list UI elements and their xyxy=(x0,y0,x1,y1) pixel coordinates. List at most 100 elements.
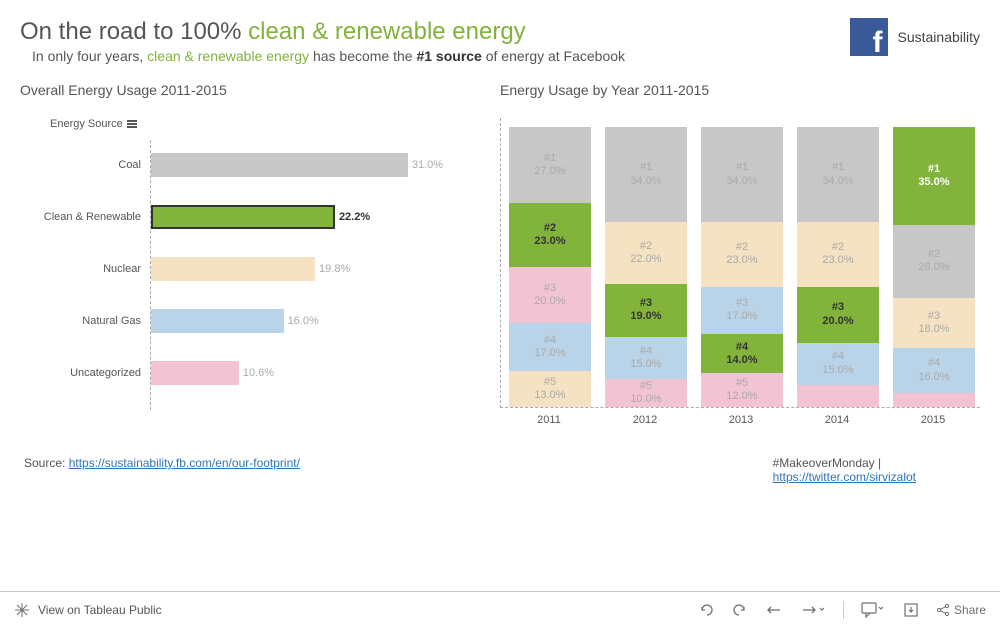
download-icon[interactable] xyxy=(902,601,920,619)
title-prefix: On the road to 100% xyxy=(20,18,248,45)
segment-rank: #4 xyxy=(832,350,844,363)
stacked-segment[interactable]: #320.0% xyxy=(509,267,591,323)
segment-value: 34.0% xyxy=(726,175,757,188)
subtitle-green: clean & renewable energy xyxy=(147,48,309,64)
segment-value: 35.0% xyxy=(918,176,949,189)
hbar-bar[interactable] xyxy=(151,257,315,281)
hbar-bar[interactable] xyxy=(151,205,335,229)
stacked-segment[interactable]: #226.0% xyxy=(893,225,975,298)
year-column[interactable]: #510.0%#415.0%#319.0%#222.0%#134.0% xyxy=(605,127,687,407)
source-text: Source: https://sustainability.fb.com/en… xyxy=(24,456,300,484)
stacked-segment[interactable]: #417.0% xyxy=(509,323,591,371)
hbar-row[interactable]: Uncategorized10.6% xyxy=(151,358,274,388)
undo-icon[interactable] xyxy=(697,601,715,619)
segment-rank: #2 xyxy=(832,241,844,254)
stacked-segment[interactable]: #223.0% xyxy=(797,222,879,286)
hbar-bar[interactable] xyxy=(151,361,239,385)
hbar-category-label: Natural Gas xyxy=(21,315,141,327)
hbar-bar[interactable] xyxy=(151,153,408,177)
stacked-segment[interactable] xyxy=(797,385,879,407)
segment-value: 23.0% xyxy=(822,254,853,267)
year-label: 2013 xyxy=(700,414,782,426)
toolbar-left[interactable]: View on Tableau Public xyxy=(14,602,162,618)
hbar-bar[interactable] xyxy=(151,309,284,333)
share-button[interactable]: Share xyxy=(936,601,986,619)
stacked-segment[interactable]: #134.0% xyxy=(701,127,783,222)
stacked-segment[interactable] xyxy=(893,393,975,407)
year-column[interactable]: #512.0%#414.0%#317.0%#223.0%#134.0% xyxy=(701,127,783,407)
stacked-segment[interactable]: #319.0% xyxy=(605,284,687,337)
brand-label: Sustainability xyxy=(898,29,981,45)
view-on-tableau-label: View on Tableau Public xyxy=(38,603,162,617)
year-column[interactable]: #415.0%#320.0%#223.0%#134.0% xyxy=(797,127,879,407)
stacked-segment[interactable]: #416.0% xyxy=(893,348,975,393)
year-column[interactable]: #513.0%#417.0%#320.0%#223.0%#127.0% xyxy=(509,127,591,407)
title-highlight: clean & renewable energy xyxy=(248,18,526,45)
segment-rank: #4 xyxy=(928,357,940,370)
segment-value: 27.0% xyxy=(534,165,565,178)
stacked-segment[interactable]: #415.0% xyxy=(605,337,687,379)
segment-value: 34.0% xyxy=(630,175,661,188)
stacked-segment[interactable]: #513.0% xyxy=(509,371,591,407)
hbar-category-label: Uncategorized xyxy=(21,367,141,379)
stacked-segment[interactable]: #127.0% xyxy=(509,127,591,203)
hbar-value-label: 22.2% xyxy=(339,211,370,223)
overall-usage-chart: Overall Energy Usage 2011-2015 Energy So… xyxy=(20,82,480,438)
hbar-value-label: 10.6% xyxy=(243,367,274,379)
hbar-category-label: Coal xyxy=(21,159,141,171)
stacked-segment[interactable]: #320.0% xyxy=(797,287,879,343)
year-column[interactable]: #416.0%#318.0%#226.0%#135.0% xyxy=(893,127,975,407)
year-label: 2012 xyxy=(604,414,686,426)
segment-rank: #5 xyxy=(640,380,652,393)
segment-rank: #3 xyxy=(544,282,556,295)
year-label: 2015 xyxy=(892,414,974,426)
footer: Source: https://sustainability.fb.com/en… xyxy=(20,456,980,484)
stacked-segment[interactable]: #135.0% xyxy=(893,127,975,225)
sort-icon[interactable] xyxy=(127,120,137,128)
segment-rank: #1 xyxy=(640,161,652,174)
stacked-segment[interactable]: #415.0% xyxy=(797,343,879,385)
toolbar-divider xyxy=(843,601,844,619)
hbar-row[interactable]: Natural Gas16.0% xyxy=(151,306,319,336)
stacked-segment[interactable]: #318.0% xyxy=(893,298,975,348)
segment-value: 34.0% xyxy=(822,175,853,188)
segment-rank: #3 xyxy=(736,297,748,310)
segment-rank: #4 xyxy=(544,334,556,347)
segment-value: 12.0% xyxy=(726,390,757,403)
segment-value: 23.0% xyxy=(534,235,565,248)
credit-link[interactable]: https://twitter.com/sirvizalot xyxy=(773,470,916,484)
stacked-segment[interactable]: #510.0% xyxy=(605,379,687,407)
stacked-segment[interactable]: #134.0% xyxy=(797,127,879,222)
segment-rank: #2 xyxy=(928,248,940,261)
hbar-row[interactable]: Coal31.0% xyxy=(151,150,443,180)
segment-rank: #1 xyxy=(544,152,556,165)
segment-value: 18.0% xyxy=(918,323,949,336)
stacked-segment[interactable]: #414.0% xyxy=(701,334,783,373)
chart-title-left: Overall Energy Usage 2011-2015 xyxy=(20,82,480,98)
page-title: On the road to 100% clean & renewable en… xyxy=(20,18,850,46)
source-prefix: Source: xyxy=(24,456,69,470)
redo-icon[interactable] xyxy=(731,601,749,619)
stacked-segment[interactable]: #317.0% xyxy=(701,287,783,335)
segment-rank: #3 xyxy=(640,297,652,310)
hbar-row[interactable]: Nuclear19.8% xyxy=(151,254,350,284)
stacked-segment[interactable]: #134.0% xyxy=(605,127,687,222)
segment-rank: #1 xyxy=(736,161,748,174)
revert-icon[interactable] xyxy=(765,601,783,619)
stacked-segment[interactable]: #223.0% xyxy=(509,203,591,267)
stacked-segment[interactable]: #512.0% xyxy=(701,373,783,407)
subtitle-mid: has become the xyxy=(309,48,416,64)
stacked-segment[interactable]: #223.0% xyxy=(701,222,783,286)
tableau-logo-icon xyxy=(14,602,30,618)
hbar-row[interactable]: Clean & Renewable22.2% xyxy=(151,202,370,232)
segment-rank: #1 xyxy=(928,163,940,176)
stacked-segment[interactable]: #222.0% xyxy=(605,222,687,284)
page-subtitle: In only four years, clean & renewable en… xyxy=(20,48,850,64)
segment-rank: #5 xyxy=(544,376,556,389)
segment-rank: #5 xyxy=(736,377,748,390)
axis-label[interactable]: Energy Source xyxy=(50,118,480,130)
hbar-value-label: 19.8% xyxy=(319,263,350,275)
comment-icon[interactable] xyxy=(860,601,886,619)
source-link[interactable]: https://sustainability.fb.com/en/our-foo… xyxy=(69,456,300,470)
refresh-icon[interactable] xyxy=(799,601,827,619)
